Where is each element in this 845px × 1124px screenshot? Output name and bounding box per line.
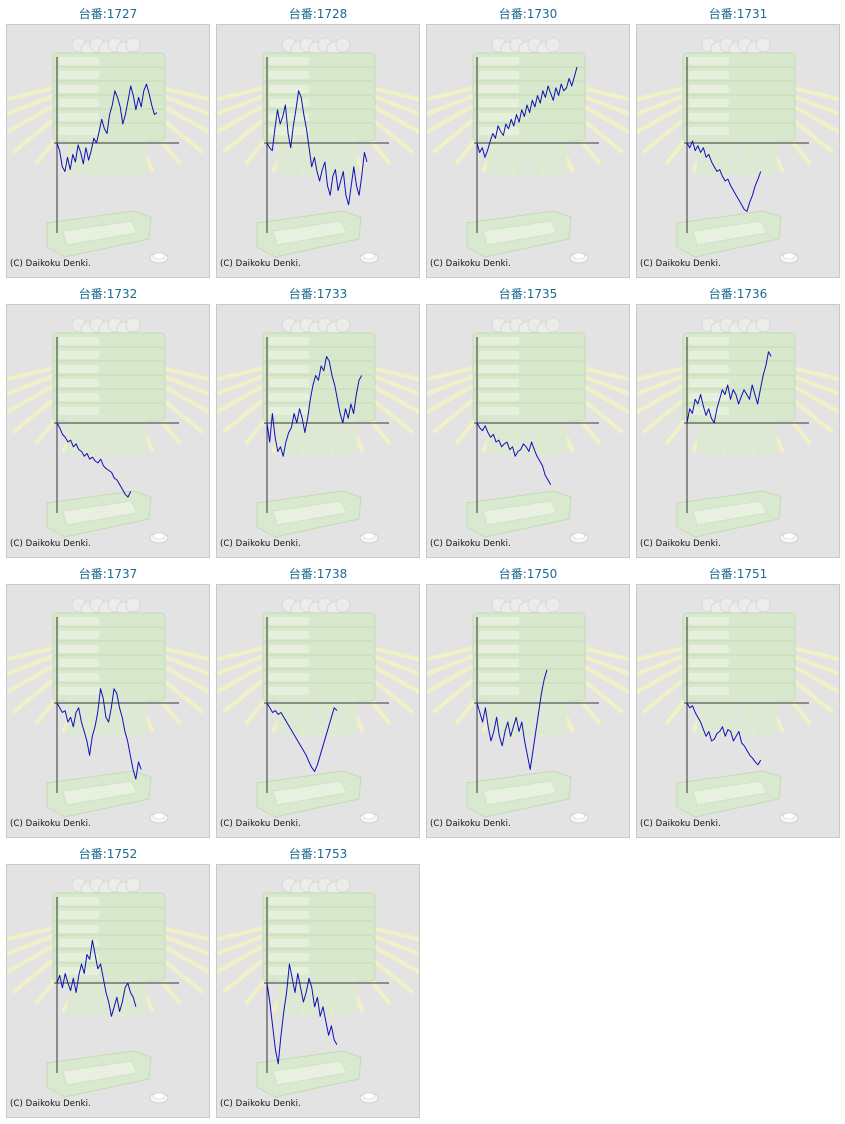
chart-frame: (C) Daikoku Denki. bbox=[216, 24, 420, 278]
copyright-text: (C) Daikoku Denki. bbox=[220, 819, 301, 829]
chart-frame: (C) Daikoku Denki. bbox=[216, 304, 420, 558]
line-chart bbox=[7, 37, 209, 264]
copyright-text: (C) Daikoku Denki. bbox=[640, 259, 721, 269]
chart-title: 台番:1736 bbox=[708, 287, 768, 301]
copyright-text: (C) Daikoku Denki. bbox=[220, 259, 301, 269]
pachinko-machine-illustration bbox=[637, 317, 839, 544]
line-chart bbox=[637, 597, 839, 824]
chart-frame: (C) Daikoku Denki. bbox=[636, 304, 840, 558]
series-line bbox=[686, 351, 772, 424]
line-chart bbox=[427, 597, 629, 824]
copyright-text: (C) Daikoku Denki. bbox=[430, 539, 511, 549]
copyright-text: (C) Daikoku Denki. bbox=[430, 819, 511, 829]
line-chart bbox=[7, 597, 209, 824]
pachinko-machine-illustration bbox=[7, 877, 209, 1104]
series-line bbox=[266, 90, 368, 206]
chart-title: 台番:1731 bbox=[708, 7, 768, 21]
series-line bbox=[476, 66, 578, 158]
series-line bbox=[56, 688, 142, 780]
series-line bbox=[686, 702, 762, 766]
series-line bbox=[686, 140, 762, 212]
pachinko-machine-illustration bbox=[7, 37, 209, 264]
copyright-text: (C) Daikoku Denki. bbox=[430, 259, 511, 269]
chart-title: 台番:1733 bbox=[288, 287, 348, 301]
copyright-text: (C) Daikoku Denki. bbox=[10, 1099, 91, 1109]
chart-title: 台番:1752 bbox=[78, 847, 138, 861]
chart-frame: (C) Daikoku Denki. bbox=[426, 584, 630, 838]
series-line bbox=[266, 963, 338, 1065]
chart-frame: (C) Daikoku Denki. bbox=[6, 584, 210, 838]
pachinko-machine-illustration bbox=[217, 877, 419, 1104]
series-line bbox=[56, 83, 158, 172]
chart-frame: (C) Daikoku Denki. bbox=[6, 864, 210, 1118]
chart-title: 台番:1737 bbox=[78, 567, 138, 581]
chart-frame: (C) Daikoku Denki. bbox=[426, 304, 630, 558]
chart-title: 台番:1735 bbox=[498, 287, 558, 301]
chart-title: 台番:1738 bbox=[288, 567, 348, 581]
chart-title: 台番:1727 bbox=[78, 7, 138, 21]
line-chart bbox=[637, 37, 839, 264]
chart-frame: (C) Daikoku Denki. bbox=[6, 304, 210, 558]
chart-title: 台番:1753 bbox=[288, 847, 348, 861]
pachinko-machine-illustration bbox=[427, 317, 629, 544]
pachinko-machine-illustration bbox=[217, 37, 419, 264]
chart-title: 台番:1750 bbox=[498, 567, 558, 581]
chart-title: 台番:1728 bbox=[288, 7, 348, 21]
series-line bbox=[266, 356, 363, 457]
series-line bbox=[56, 422, 132, 498]
line-chart bbox=[7, 317, 209, 544]
chart-title: 台番:1751 bbox=[708, 567, 768, 581]
pachinko-machine-illustration bbox=[427, 37, 629, 264]
pachinko-machine-illustration bbox=[7, 317, 209, 544]
chart-frame: (C) Daikoku Denki. bbox=[426, 24, 630, 278]
series-line bbox=[266, 702, 338, 772]
copyright-text: (C) Daikoku Denki. bbox=[640, 539, 721, 549]
series-line bbox=[476, 669, 548, 770]
chart-frame: (C) Daikoku Denki. bbox=[636, 584, 840, 838]
line-chart bbox=[427, 37, 629, 264]
pachinko-machine-illustration bbox=[7, 597, 209, 824]
series-line bbox=[476, 422, 552, 486]
chart-frame: (C) Daikoku Denki. bbox=[6, 24, 210, 278]
line-chart bbox=[217, 877, 419, 1104]
copyright-text: (C) Daikoku Denki. bbox=[10, 539, 91, 549]
pachinko-machine-illustration bbox=[217, 317, 419, 544]
line-chart bbox=[217, 37, 419, 264]
pachinko-machine-illustration bbox=[637, 597, 839, 824]
line-chart bbox=[637, 317, 839, 544]
pachinko-machine-illustration bbox=[637, 37, 839, 264]
copyright-text: (C) Daikoku Denki. bbox=[220, 1099, 301, 1109]
chart-title: 台番:1730 bbox=[498, 7, 558, 21]
series-line bbox=[56, 939, 137, 1017]
chart-frame: (C) Daikoku Denki. bbox=[216, 584, 420, 838]
chart-frame: (C) Daikoku Denki. bbox=[216, 864, 420, 1118]
line-chart bbox=[217, 597, 419, 824]
chart-frame: (C) Daikoku Denki. bbox=[636, 24, 840, 278]
copyright-text: (C) Daikoku Denki. bbox=[10, 259, 91, 269]
line-chart bbox=[427, 317, 629, 544]
pachinko-machine-illustration bbox=[427, 597, 629, 824]
line-chart bbox=[217, 317, 419, 544]
copyright-text: (C) Daikoku Denki. bbox=[10, 819, 91, 829]
copyright-text: (C) Daikoku Denki. bbox=[220, 539, 301, 549]
line-chart bbox=[7, 877, 209, 1104]
copyright-text: (C) Daikoku Denki. bbox=[640, 819, 721, 829]
chart-title: 台番:1732 bbox=[78, 287, 138, 301]
pachinko-machine-illustration bbox=[217, 597, 419, 824]
